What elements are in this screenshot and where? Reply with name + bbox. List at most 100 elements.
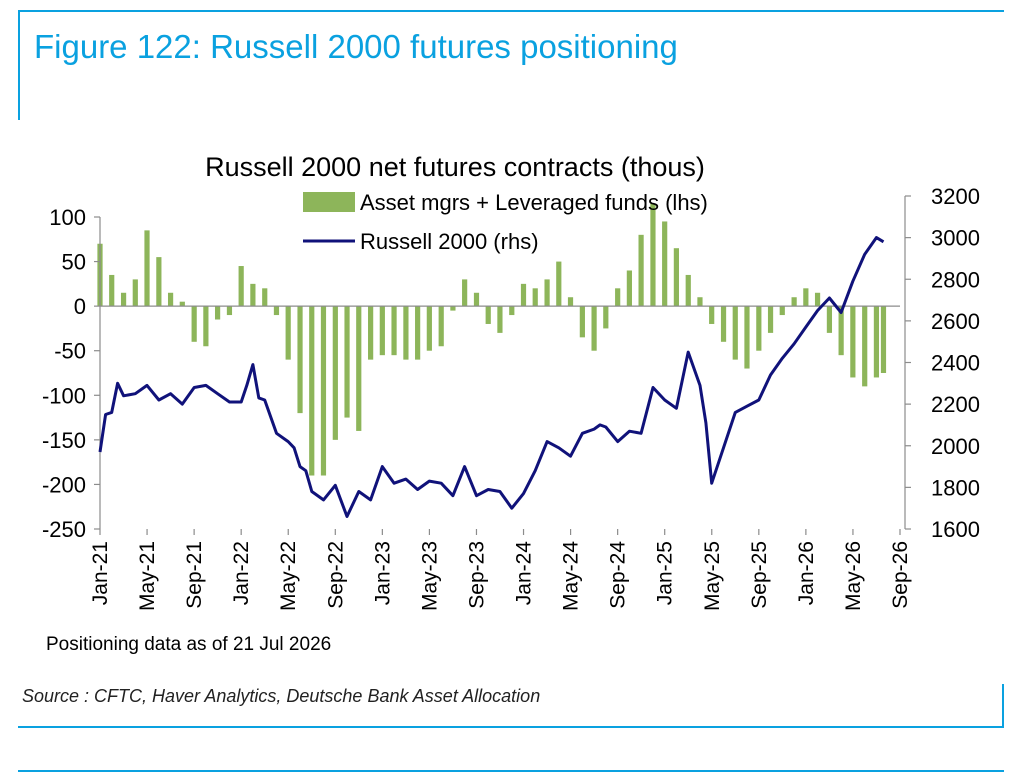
x-tick-label: May-23	[418, 541, 441, 611]
x-tick-label: Jan-21	[89, 541, 112, 605]
bar	[379, 306, 385, 356]
x-tick-label: May-24	[560, 541, 583, 611]
bar	[850, 306, 856, 378]
russell-2000-line	[98, 236, 885, 518]
bar	[826, 306, 833, 333]
x-tick-label: Jan-22	[230, 541, 253, 605]
bar	[309, 306, 315, 476]
figure-title: Figure 122: Russell 2000 futures positio…	[34, 28, 678, 65]
bar	[132, 279, 138, 307]
bar	[638, 234, 644, 307]
right-tick-label: 2800	[931, 267, 980, 292]
bar	[591, 306, 597, 351]
bar	[720, 306, 727, 342]
bar	[838, 306, 844, 356]
bar	[803, 288, 809, 307]
bar	[662, 221, 668, 307]
bar	[685, 274, 691, 307]
chart-area: Russell 2000 net futures contracts (thou…	[0, 140, 1024, 660]
left-tick-label: 0	[74, 294, 86, 319]
bar	[520, 283, 527, 307]
right-tick-label: 2600	[931, 309, 980, 334]
bar	[391, 306, 397, 356]
left-tick-label: -200	[42, 472, 86, 497]
bar	[791, 297, 797, 307]
x-tick-label: May-22	[277, 541, 300, 611]
bar	[356, 306, 362, 431]
right-tick-label: 3000	[931, 226, 980, 251]
bar	[450, 306, 456, 311]
bar	[332, 306, 338, 440]
bar	[191, 306, 197, 342]
bar	[732, 306, 738, 360]
bar	[250, 283, 256, 307]
bar	[415, 306, 421, 360]
right-tick-label: 1600	[931, 517, 980, 542]
x-tick-label: May-25	[701, 541, 724, 611]
x-tick-label: Jan-25	[654, 541, 677, 605]
bar	[179, 301, 185, 307]
bar	[297, 306, 303, 414]
bar	[615, 288, 621, 307]
bar	[273, 306, 280, 316]
bar	[650, 203, 656, 307]
bar	[697, 297, 703, 307]
bar	[626, 270, 632, 307]
x-tick-label: Sep-26	[889, 541, 912, 609]
x-tick-label: Jan-24	[513, 541, 536, 606]
x-tick-label: May-26	[842, 541, 865, 611]
left-tick-label: -150	[42, 428, 86, 453]
bar	[167, 292, 174, 307]
bar	[756, 306, 762, 351]
bar	[144, 230, 150, 307]
legend-bar-label: Asset mgrs + Leveraged funds (lhs)	[360, 190, 708, 215]
x-tick-label: Sep-23	[465, 541, 488, 609]
bar	[532, 288, 538, 307]
bar	[262, 288, 268, 307]
source-line: Source : CFTC, Haver Analytics, Deutsche…	[22, 686, 541, 706]
bar	[238, 266, 244, 307]
bar	[767, 306, 774, 333]
chart-title: Russell 2000 net futures contracts (thou…	[205, 152, 705, 182]
source-right-rule	[1002, 684, 1004, 728]
bar	[473, 292, 480, 307]
figure-left-rule	[18, 10, 20, 120]
bar	[509, 306, 515, 316]
bar	[579, 306, 585, 338]
bar	[814, 292, 821, 307]
bar	[226, 306, 233, 316]
bar	[744, 306, 750, 369]
bar	[485, 306, 491, 324]
bar	[779, 306, 785, 316]
bar	[873, 306, 880, 378]
right-tick-label: 2200	[931, 392, 980, 417]
x-tick-label: Sep-24	[607, 541, 630, 609]
bar	[320, 306, 327, 476]
source-bottom-rule	[18, 726, 1004, 728]
bar	[368, 306, 374, 360]
chart-svg: Russell 2000 net futures contracts (thou…	[42, 152, 980, 611]
bar	[880, 306, 887, 373]
x-tick-label: May-21	[136, 541, 159, 611]
bar	[156, 257, 162, 307]
bar	[497, 306, 503, 333]
bar	[709, 306, 715, 324]
right-tick-label: 2000	[931, 434, 980, 459]
positioning-note: Positioning data as of 21 Jul 2026	[46, 634, 332, 655]
bar	[214, 306, 221, 320]
bar	[403, 306, 409, 360]
bar	[203, 306, 209, 347]
x-tick-label: Sep-21	[183, 541, 206, 609]
legend-bar-swatch	[303, 192, 355, 212]
bar	[556, 261, 562, 307]
bar	[344, 306, 350, 418]
x-tick-label: Jan-23	[371, 541, 394, 605]
right-tick-label: 3200	[931, 184, 980, 209]
x-tick-label: Jan-26	[795, 541, 818, 605]
left-tick-label: -50	[54, 339, 86, 364]
left-tick-label: -250	[42, 517, 86, 542]
left-tick-label: -100	[42, 383, 86, 408]
bar	[120, 292, 127, 307]
bar	[438, 306, 444, 347]
left-tick-label: 50	[62, 250, 86, 275]
